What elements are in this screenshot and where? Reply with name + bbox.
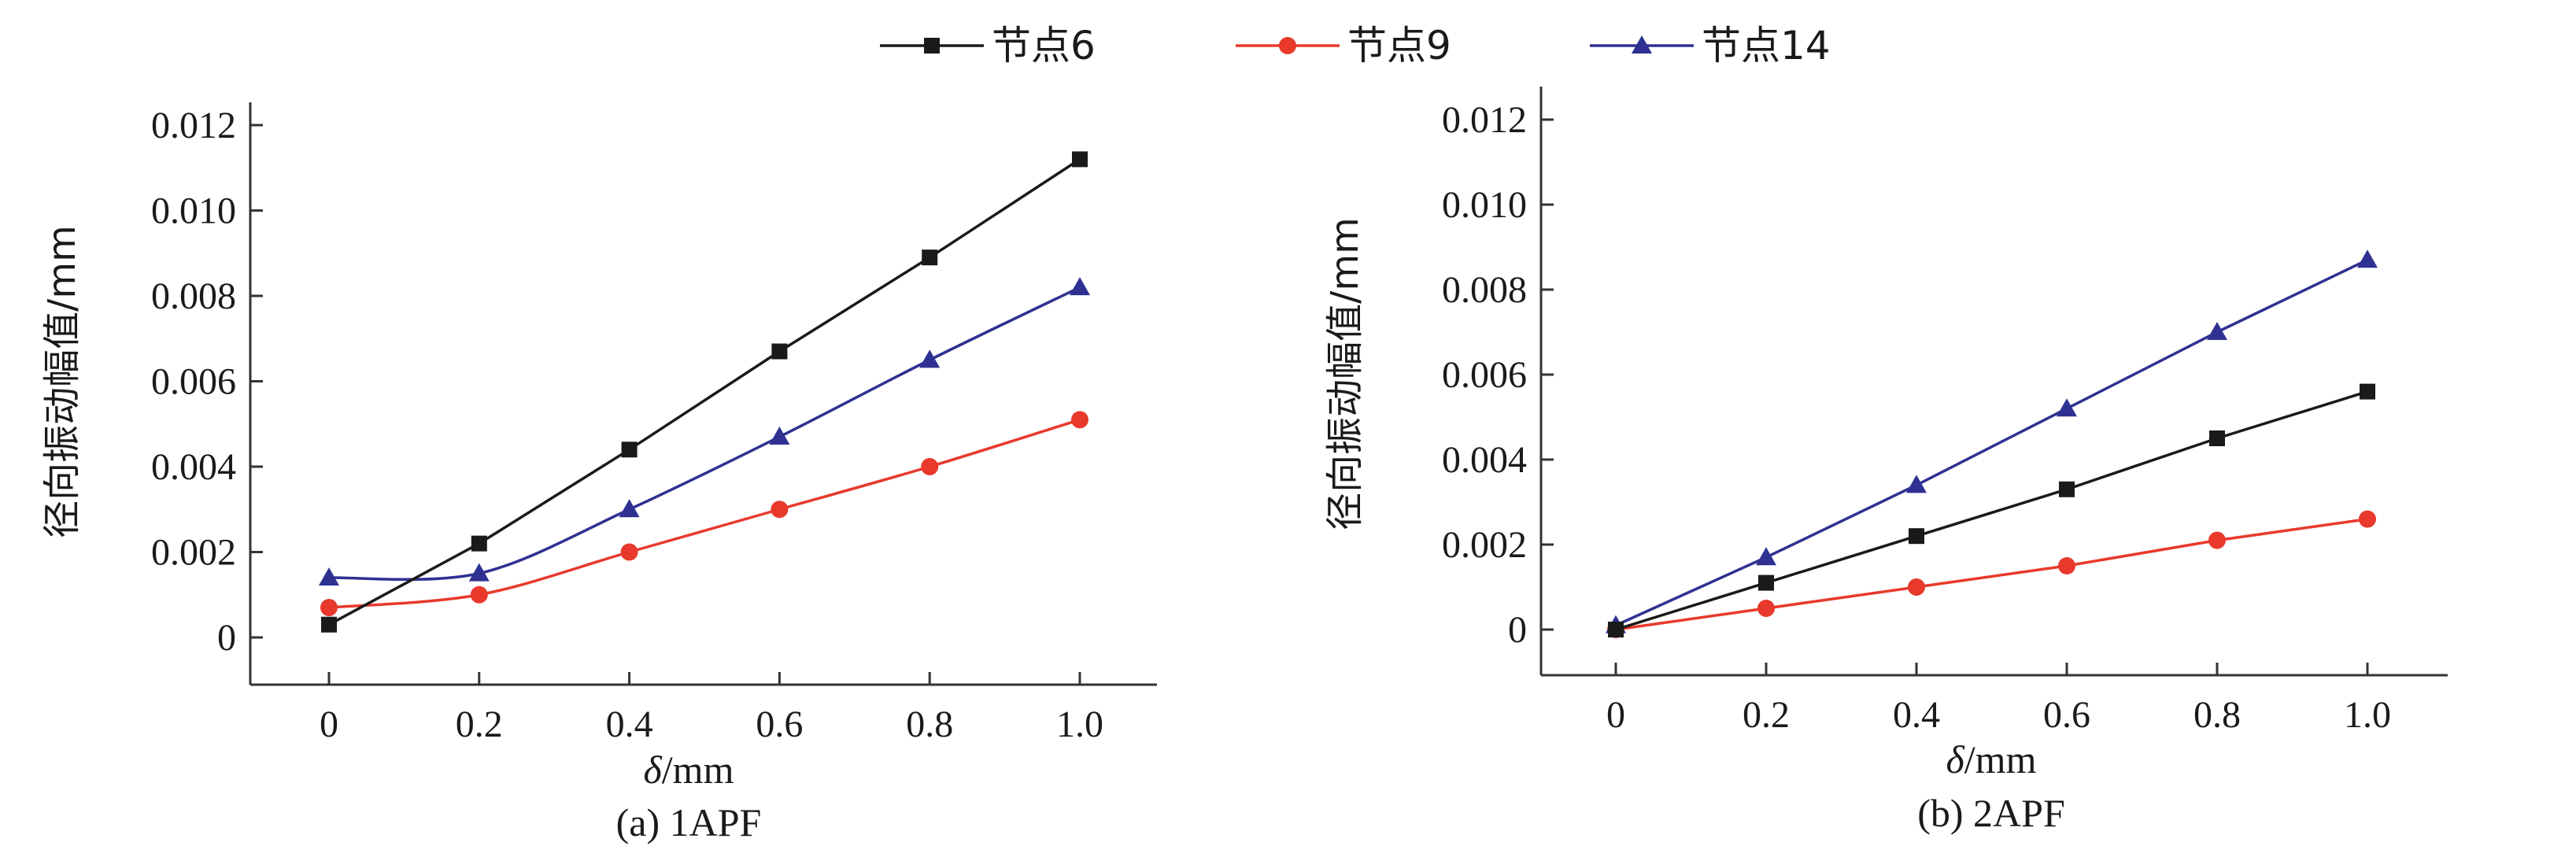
legend: 节点6 节点9 节点14	[880, 23, 1831, 68]
data-point	[321, 616, 337, 633]
series-2	[1607, 510, 2376, 638]
series-line	[328, 418, 1081, 609]
series-line	[328, 157, 1081, 626]
data-point	[1908, 578, 1925, 596]
legend-marker	[1632, 35, 1652, 54]
series-1	[1608, 383, 2375, 637]
data-point	[2360, 383, 2375, 400]
x-tick-label: 0.2	[1743, 694, 1790, 736]
data-point	[2057, 398, 2077, 417]
data-point	[922, 249, 938, 266]
data-point	[769, 427, 790, 445]
series-line	[328, 286, 1081, 582]
panel-caption: (b) 2APF	[1917, 791, 2065, 835]
y-tick-label: 0.006	[1442, 354, 1527, 396]
data-point	[2207, 322, 2227, 340]
series-line	[1615, 390, 2368, 631]
chart-panel-b: 0 0.002 0.004 0.006 0.008 0.010 0.012 0 0.2 0.4 0.…	[1323, 87, 2448, 835]
series-1	[321, 151, 1088, 633]
y-tick-label: 0.002	[1442, 524, 1527, 566]
data-point	[2208, 531, 2226, 549]
data-point	[1758, 574, 1774, 591]
data-point	[1608, 622, 1624, 637]
x-axis-symbol: δ	[1946, 737, 1965, 781]
data-point	[1071, 411, 1088, 429]
x-tick-label: 1.0	[2344, 694, 2391, 736]
data-point	[771, 501, 789, 519]
data-point	[921, 458, 939, 475]
x-axis-unit: /mm	[662, 748, 734, 792]
legend-marker	[924, 38, 940, 54]
data-point	[468, 563, 490, 582]
data-point	[1757, 600, 1775, 617]
data-point	[2209, 430, 2225, 446]
y-tick-label: 0.012	[151, 105, 236, 146]
data-point	[2058, 557, 2075, 574]
y-tick-label: 0.012	[1442, 99, 1527, 141]
x-tick-label: 0.6	[756, 704, 803, 745]
x-tick-label: 0.4	[606, 704, 653, 745]
x-tick-label: 0	[320, 704, 338, 745]
legend-item: 节点6	[880, 23, 1096, 68]
y-tick-label: 0.004	[1442, 439, 1527, 481]
y-tick-label: 0.010	[1442, 184, 1527, 226]
y-tick-label: 0.008	[1442, 269, 1527, 311]
series-line	[1615, 517, 2368, 631]
y-tick-label: 0	[217, 617, 236, 659]
y-tick-label: 0.010	[151, 190, 236, 232]
y-tick-label: 0.008	[151, 275, 236, 317]
series-line	[1615, 258, 2368, 627]
y-tick-label: 0	[1508, 609, 1527, 651]
y-axis-label: 径向振动幅值/mm	[1323, 217, 1367, 530]
x-tick-label: 0.8	[2193, 694, 2241, 736]
data-point	[1906, 475, 1927, 493]
legend-label: 节点6	[992, 23, 1096, 68]
x-axis-symbol: δ	[644, 748, 663, 792]
data-point	[2359, 510, 2376, 528]
data-point	[470, 585, 488, 604]
data-point	[1909, 528, 1924, 545]
x-tick-label: 0.8	[906, 704, 953, 745]
data-point	[1756, 547, 1776, 566]
chart-panel-a: 0 0.002 0.004 0.006 0.008 0.010 0.012 0 0.2 0.4 0.…	[40, 102, 1157, 844]
data-point	[620, 543, 638, 561]
x-tick-label: 1.0	[1056, 704, 1103, 745]
data-point	[919, 349, 941, 368]
y-tick-label: 0.006	[151, 361, 236, 403]
data-point	[2357, 249, 2378, 268]
x-tick-label: 0	[1606, 694, 1625, 736]
data-point	[471, 535, 487, 552]
legend-label: 节点14	[1702, 23, 1831, 68]
legend-marker	[1279, 37, 1296, 54]
legend-item: 节点14	[1590, 23, 1831, 68]
x-tick-label: 0.2	[456, 704, 503, 745]
data-point	[320, 599, 338, 617]
x-tick-label: 0.6	[2043, 694, 2090, 736]
data-point	[319, 567, 339, 586]
data-point	[1070, 277, 1090, 296]
data-point	[2059, 481, 2075, 497]
panel-caption: (a) 1APF	[616, 800, 762, 844]
series-2	[320, 411, 1088, 617]
data-point	[1072, 151, 1088, 168]
x-axis-label: δ/mm	[644, 748, 734, 792]
data-point	[771, 343, 788, 360]
data-point	[621, 441, 638, 458]
x-axis-label: δ/mm	[1946, 737, 2037, 781]
x-axis-unit: /mm	[1964, 737, 2037, 781]
legend-label: 节点9	[1347, 23, 1451, 68]
y-axis-label: 径向振动幅值/mm	[40, 225, 84, 538]
series-3	[319, 277, 1090, 586]
legend-item: 节点9	[1236, 23, 1451, 68]
y-tick-label: 0.002	[151, 532, 236, 574]
data-point	[619, 499, 640, 518]
y-tick-label: 0.004	[151, 446, 236, 488]
x-tick-label: 0.4	[1893, 694, 1940, 736]
